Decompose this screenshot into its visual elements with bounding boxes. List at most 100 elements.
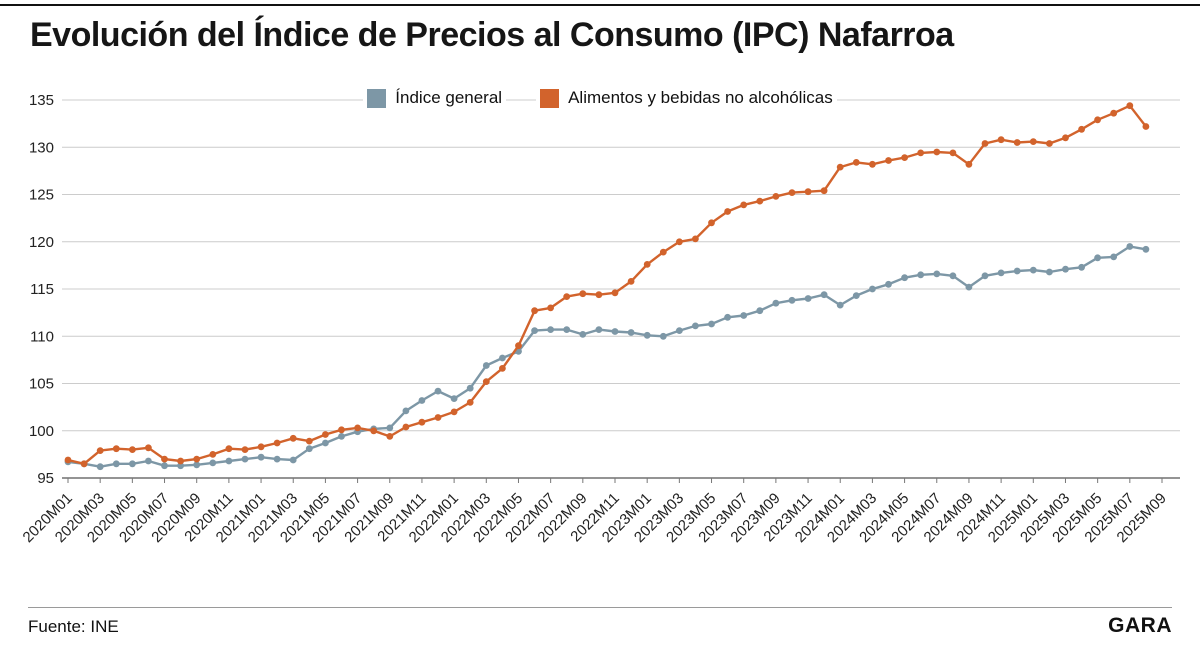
data-point (981, 272, 989, 280)
data-point (547, 326, 554, 333)
data-point (112, 445, 120, 453)
data-point (659, 332, 667, 340)
data-point (740, 201, 748, 209)
footer-divider (28, 607, 1172, 608)
data-point (1046, 268, 1053, 276)
data-point (482, 378, 490, 385)
svg-text:95: 95 (37, 470, 54, 487)
data-point (289, 456, 297, 464)
data-point (965, 160, 973, 168)
data-point (1078, 125, 1085, 133)
data-point (595, 291, 603, 299)
data-point (193, 461, 201, 469)
data-point (531, 327, 538, 334)
data-point (836, 163, 844, 171)
data-point (145, 444, 152, 452)
data-point (241, 446, 249, 453)
data-point (64, 456, 72, 464)
data-point (852, 159, 860, 166)
svg-text:115: 115 (30, 281, 54, 298)
y-axis-labels: 95 100 105 110 115 120 125 130 135 (29, 92, 54, 487)
data-point (981, 140, 989, 147)
data-point (1078, 263, 1085, 271)
series-line (67, 104, 1147, 465)
data-point (257, 453, 265, 461)
data-point (676, 238, 683, 246)
data-point (643, 331, 651, 339)
series-indice-general (64, 243, 1150, 471)
data-point (949, 149, 957, 157)
data-point (177, 462, 185, 470)
svg-text:120: 120 (29, 234, 54, 251)
data-point (1013, 267, 1021, 275)
data-point (740, 312, 748, 319)
data-point (434, 387, 442, 395)
data-point (804, 295, 812, 302)
data-point (1013, 139, 1021, 146)
data-point (933, 270, 941, 278)
data-point (692, 235, 699, 243)
data-point (627, 329, 635, 336)
data-point (901, 154, 908, 161)
data-point (1126, 102, 1134, 110)
data-point (563, 326, 571, 333)
data-point (386, 424, 394, 432)
data-point (1142, 123, 1150, 130)
data-point (788, 189, 796, 196)
data-point (305, 437, 313, 445)
data-point (370, 427, 378, 435)
data-point (1029, 138, 1037, 145)
data-point (209, 459, 217, 467)
data-point (659, 248, 667, 256)
data-point (418, 418, 426, 426)
svg-text:135: 135 (29, 92, 54, 109)
legend-item-alimentos: Alimentos y bebidas no alcohólicas (536, 88, 837, 108)
svg-text:105: 105 (29, 376, 54, 393)
data-point (322, 439, 329, 447)
data-point (289, 434, 297, 442)
data-point (852, 292, 860, 299)
data-point (177, 457, 185, 465)
svg-text:130: 130 (29, 139, 54, 156)
data-point (579, 331, 587, 338)
data-point (1046, 140, 1053, 147)
data-point (579, 290, 587, 298)
data-point (225, 457, 233, 465)
data-point (338, 433, 345, 440)
brand-logo: GARA (1108, 614, 1172, 637)
data-point (1094, 116, 1101, 124)
data-point (354, 424, 361, 432)
data-point (820, 291, 828, 299)
data-point (595, 326, 603, 333)
data-point (418, 397, 426, 404)
data-point (499, 365, 506, 372)
data-point (885, 280, 892, 288)
data-point (1062, 134, 1069, 142)
svg-text:100: 100 (29, 423, 54, 440)
source-credit: Fuente: INE (28, 617, 119, 636)
data-point (563, 293, 571, 300)
data-point (499, 354, 506, 362)
data-point (772, 299, 780, 307)
data-point (193, 455, 201, 463)
data-point (1094, 254, 1101, 262)
legend-swatch-general (367, 88, 387, 108)
data-point (338, 426, 345, 434)
data-point (756, 307, 764, 315)
svg-text:110: 110 (30, 328, 54, 345)
data-point (402, 423, 410, 431)
data-point (869, 160, 876, 168)
data-point (225, 445, 233, 453)
data-point (305, 445, 313, 453)
data-point (257, 443, 265, 451)
data-point (96, 463, 104, 471)
data-point (756, 197, 764, 205)
data-point (547, 304, 554, 312)
data-point (273, 439, 281, 447)
data-point (692, 322, 699, 330)
data-point (1062, 265, 1069, 273)
data-point (885, 157, 892, 164)
data-point (997, 136, 1005, 144)
data-point (96, 447, 104, 454)
series-alimentos (64, 102, 1150, 468)
